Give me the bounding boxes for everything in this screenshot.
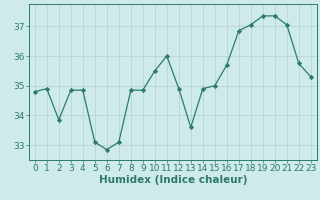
X-axis label: Humidex (Indice chaleur): Humidex (Indice chaleur)	[99, 175, 247, 185]
